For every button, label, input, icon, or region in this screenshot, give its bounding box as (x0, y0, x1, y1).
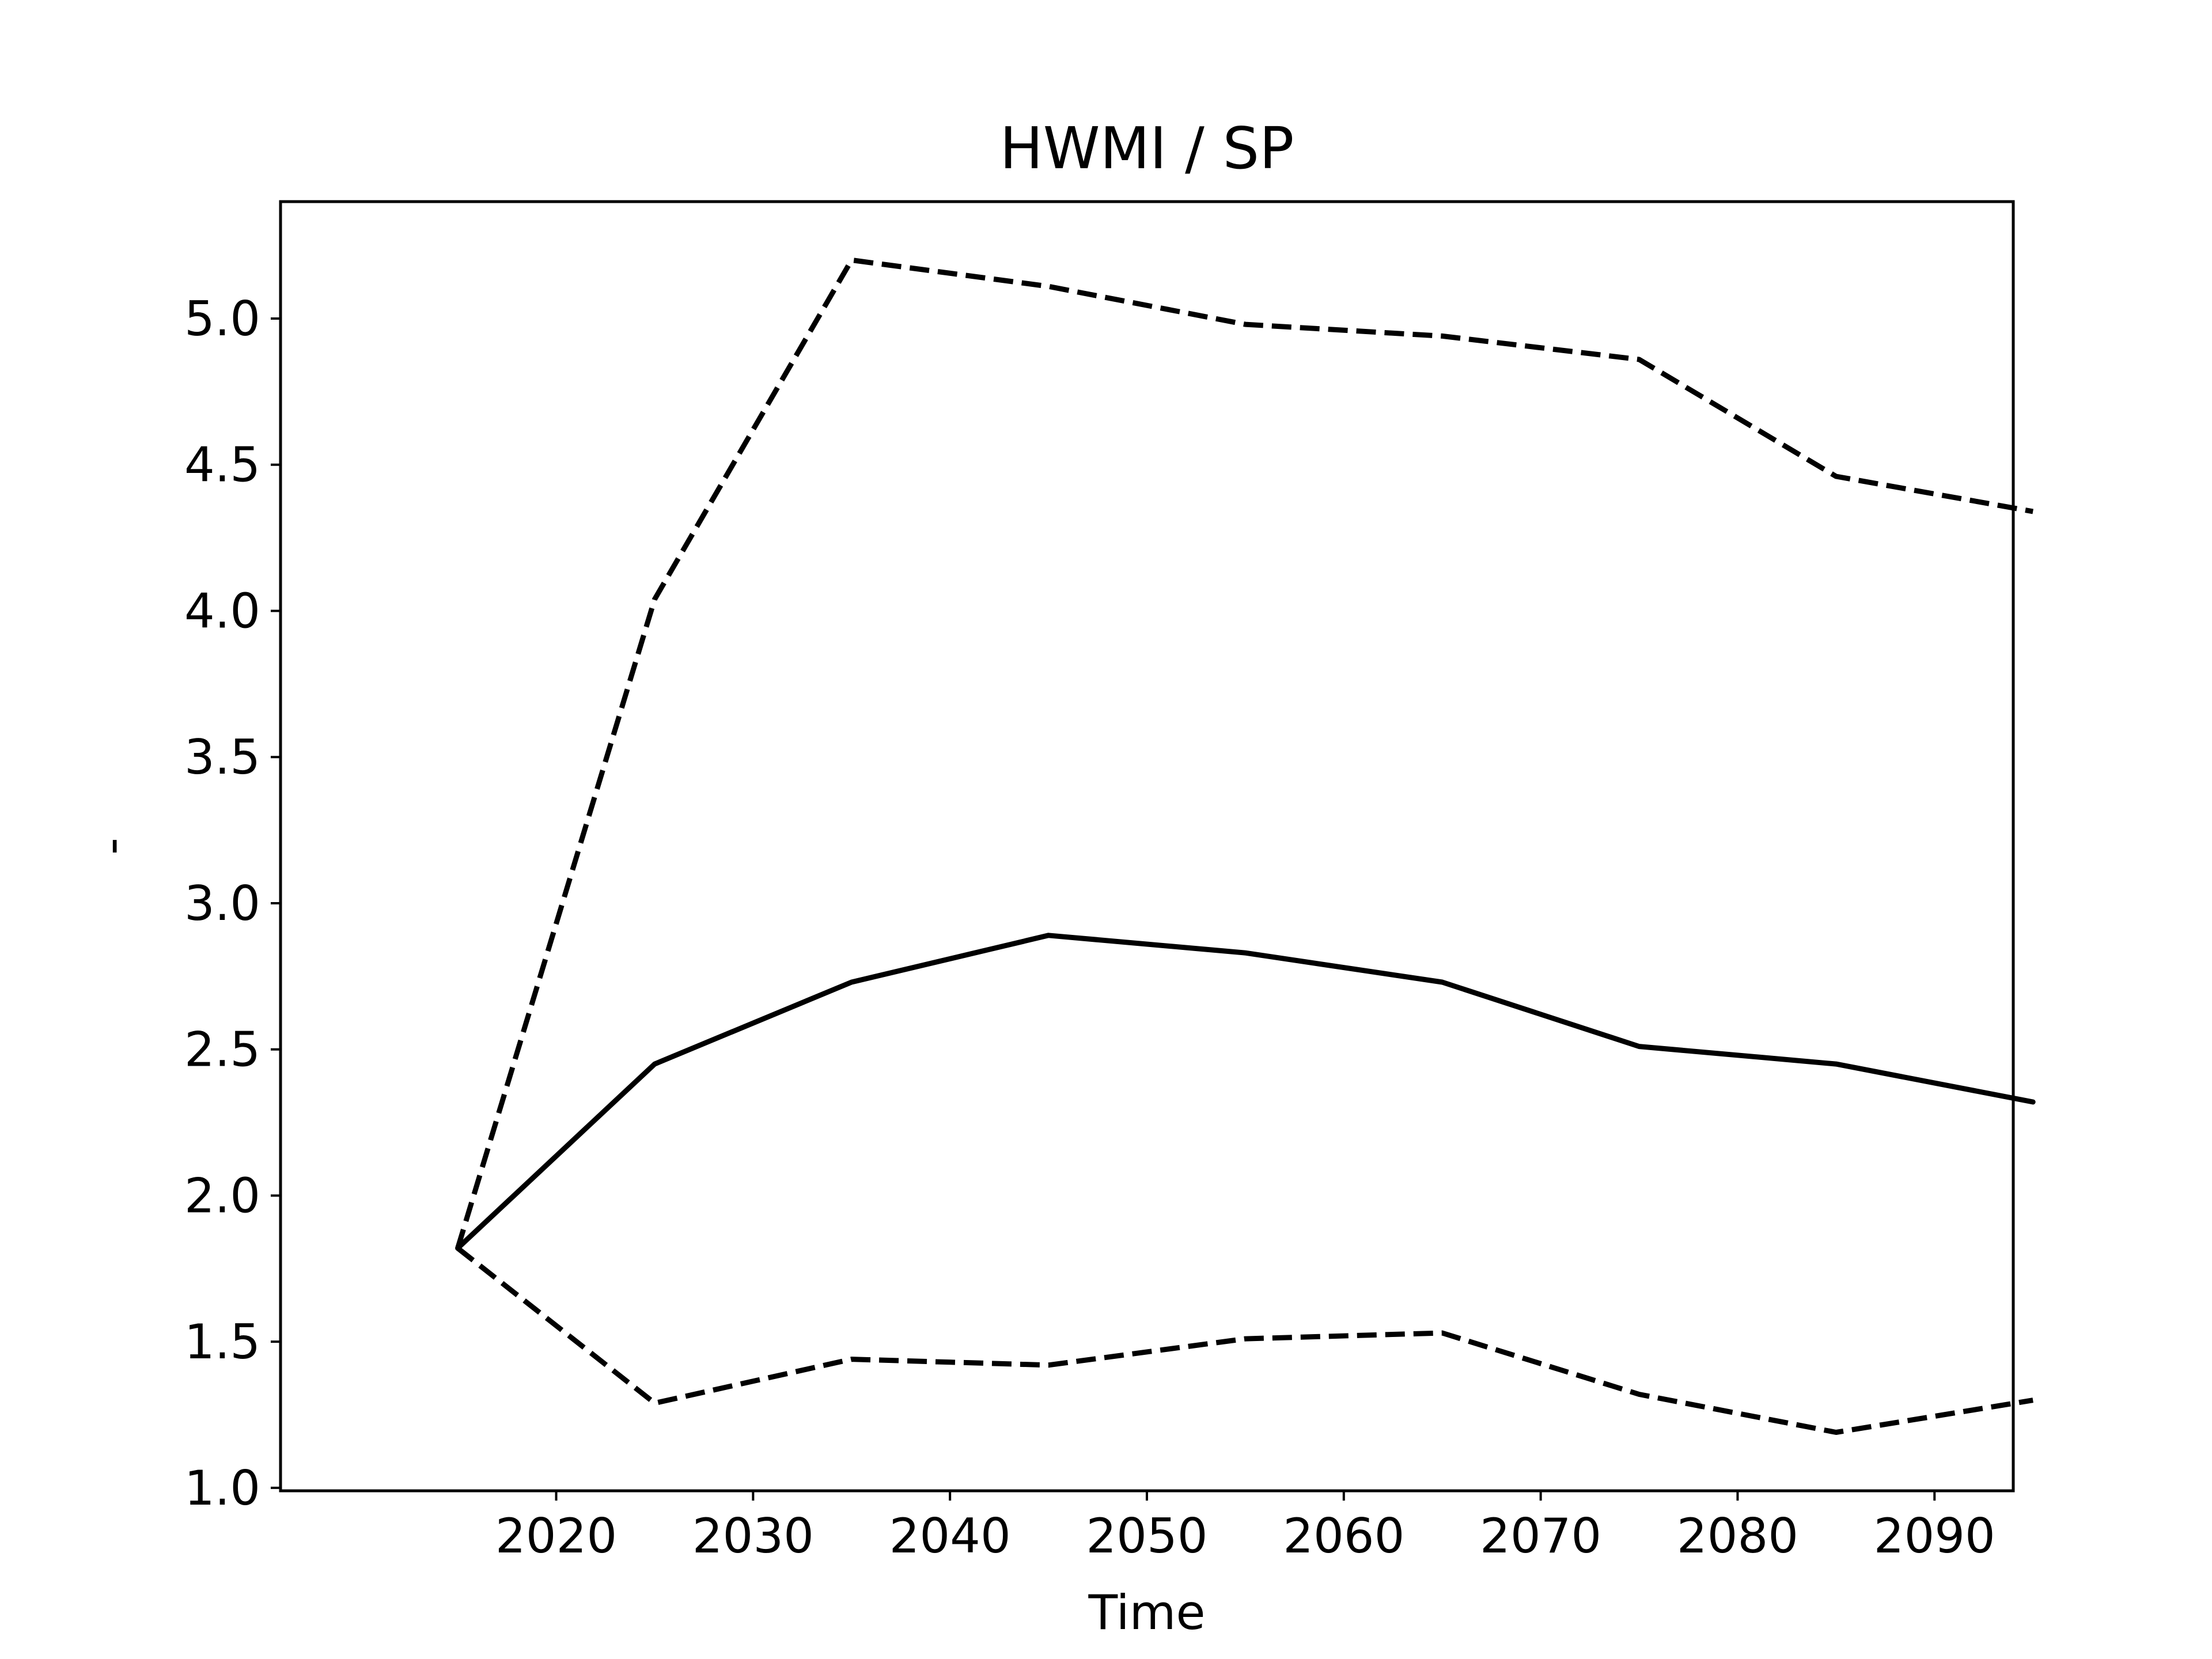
x-tick-label: 2020 (495, 1508, 617, 1564)
y-tick-label: 2.0 (184, 1168, 260, 1224)
y-tick-label: 5.0 (184, 291, 260, 347)
series-layer (455, 257, 2036, 1435)
y-tick-label: 1.5 (184, 1314, 260, 1370)
x-axis: 2020 2030 2040 2050 2060 2070 2080 2090 (495, 1491, 1995, 1564)
y-axis: 1.0 1.5 2.0 2.5 3.0 3.5 4.0 4.5 5.0 (184, 291, 281, 1516)
x-tick-label: 2080 (1677, 1508, 1798, 1564)
x-tick-label: 2060 (1283, 1508, 1404, 1564)
series-line-upper (455, 257, 2033, 1249)
y-tick-label: 2.5 (184, 1022, 260, 1078)
x-tick-label: 2040 (889, 1508, 1011, 1564)
x-tick-label: 2030 (692, 1508, 814, 1564)
series-line-lower (456, 1246, 2033, 1435)
y-tick-label: 3.5 (184, 729, 260, 785)
series-line-median (455, 933, 2036, 1251)
chart-title: HWMI / SP (1000, 115, 1294, 182)
y-axis-title: - (84, 838, 139, 855)
x-tick-label: 2050 (1086, 1508, 1207, 1564)
y-tick-label: 1.0 (184, 1460, 260, 1516)
y-tick-label: 4.5 (184, 437, 260, 493)
x-tick-label: 2090 (1874, 1508, 1995, 1564)
x-axis-title: Time (1088, 1585, 1205, 1641)
y-tick-label: 4.0 (184, 583, 260, 639)
x-tick-label: 2070 (1480, 1508, 1601, 1564)
y-tick-label: 3.0 (184, 876, 260, 931)
